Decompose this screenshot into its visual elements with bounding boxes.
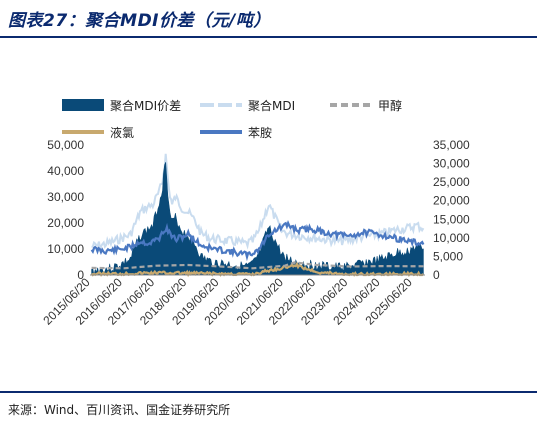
legend-label: 苯胺: [248, 126, 272, 140]
source-note: 来源：Wind、百川资讯、国金证券研究所: [8, 403, 231, 417]
footer-divider: [0, 391, 537, 393]
legend-label: 甲醇: [378, 98, 402, 113]
y-right-tick-label: 5,000: [433, 249, 463, 263]
legend-label: 聚合MDI: [248, 98, 295, 113]
legend-label: 液氯: [110, 125, 134, 140]
chart: 0 10,000 20,000 30,000 40,000 50,000 0 5,000 10,…: [40, 98, 470, 328]
y-right-tick-label: 20,000: [433, 194, 470, 208]
legend-swatch-mdi-spread: [62, 99, 104, 111]
y-left-tick-label: 0: [77, 268, 84, 282]
title-divider: [0, 36, 537, 38]
y-right-tick-label: 30,000: [433, 157, 470, 171]
series-line-methanol: [91, 261, 424, 270]
legend-label: 聚合MDI价差: [110, 98, 181, 113]
y-left-tick-label: 40,000: [47, 164, 84, 178]
figure-title: 图表27：聚合MDI价差（元/吨）: [8, 11, 271, 31]
y-right-tick-label: 25,000: [433, 175, 470, 189]
y-right-tick-label: 15,000: [433, 212, 470, 226]
series-area-mdi-spread: [91, 162, 424, 276]
y-left-tick-label: 20,000: [47, 216, 84, 230]
y-right-tick-label: 0: [433, 268, 440, 282]
y-left-tick-label: 30,000: [47, 190, 84, 204]
y-right-tick-label: 35,000: [433, 138, 470, 152]
series-line-aniline: [90, 220, 425, 262]
y-left-tick-label: 50,000: [47, 138, 84, 152]
y-left-tick-label: 10,000: [47, 242, 84, 256]
series-line-mdi: [91, 153, 425, 253]
y-right-tick-label: 10,000: [433, 231, 470, 245]
